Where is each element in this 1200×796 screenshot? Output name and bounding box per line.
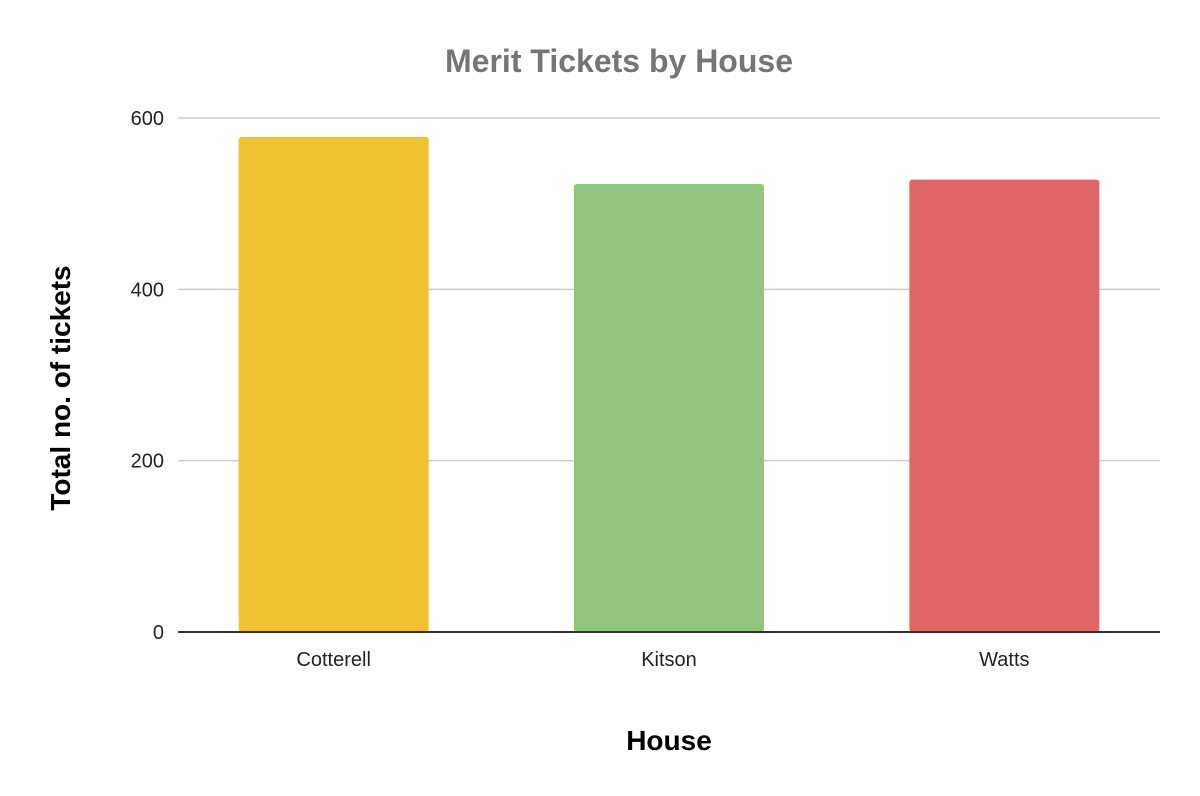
bars — [238, 136, 1100, 633]
y-axis-ticks: 0 200 400 600 — [131, 108, 164, 644]
y-tick-label: 0 — [153, 622, 164, 644]
chart-title: Merit Tickets by House — [445, 43, 793, 79]
x-tick-label: Watts — [979, 649, 1029, 671]
x-tick-label: Cotterell — [296, 649, 370, 671]
y-tick-label: 600 — [131, 108, 164, 130]
y-tick-label: 200 — [131, 451, 164, 473]
y-axis-title: Total no. of tickets — [45, 265, 76, 510]
x-axis-ticks: Cotterell Kitson Watts — [296, 649, 1029, 671]
x-tick-label: Kitson — [641, 649, 697, 671]
bar-watts — [909, 179, 1100, 632]
bar-cotterell — [238, 136, 429, 632]
y-tick-label: 400 — [131, 279, 164, 301]
x-axis-title: House — [626, 725, 712, 756]
bar-kitson — [574, 183, 764, 633]
